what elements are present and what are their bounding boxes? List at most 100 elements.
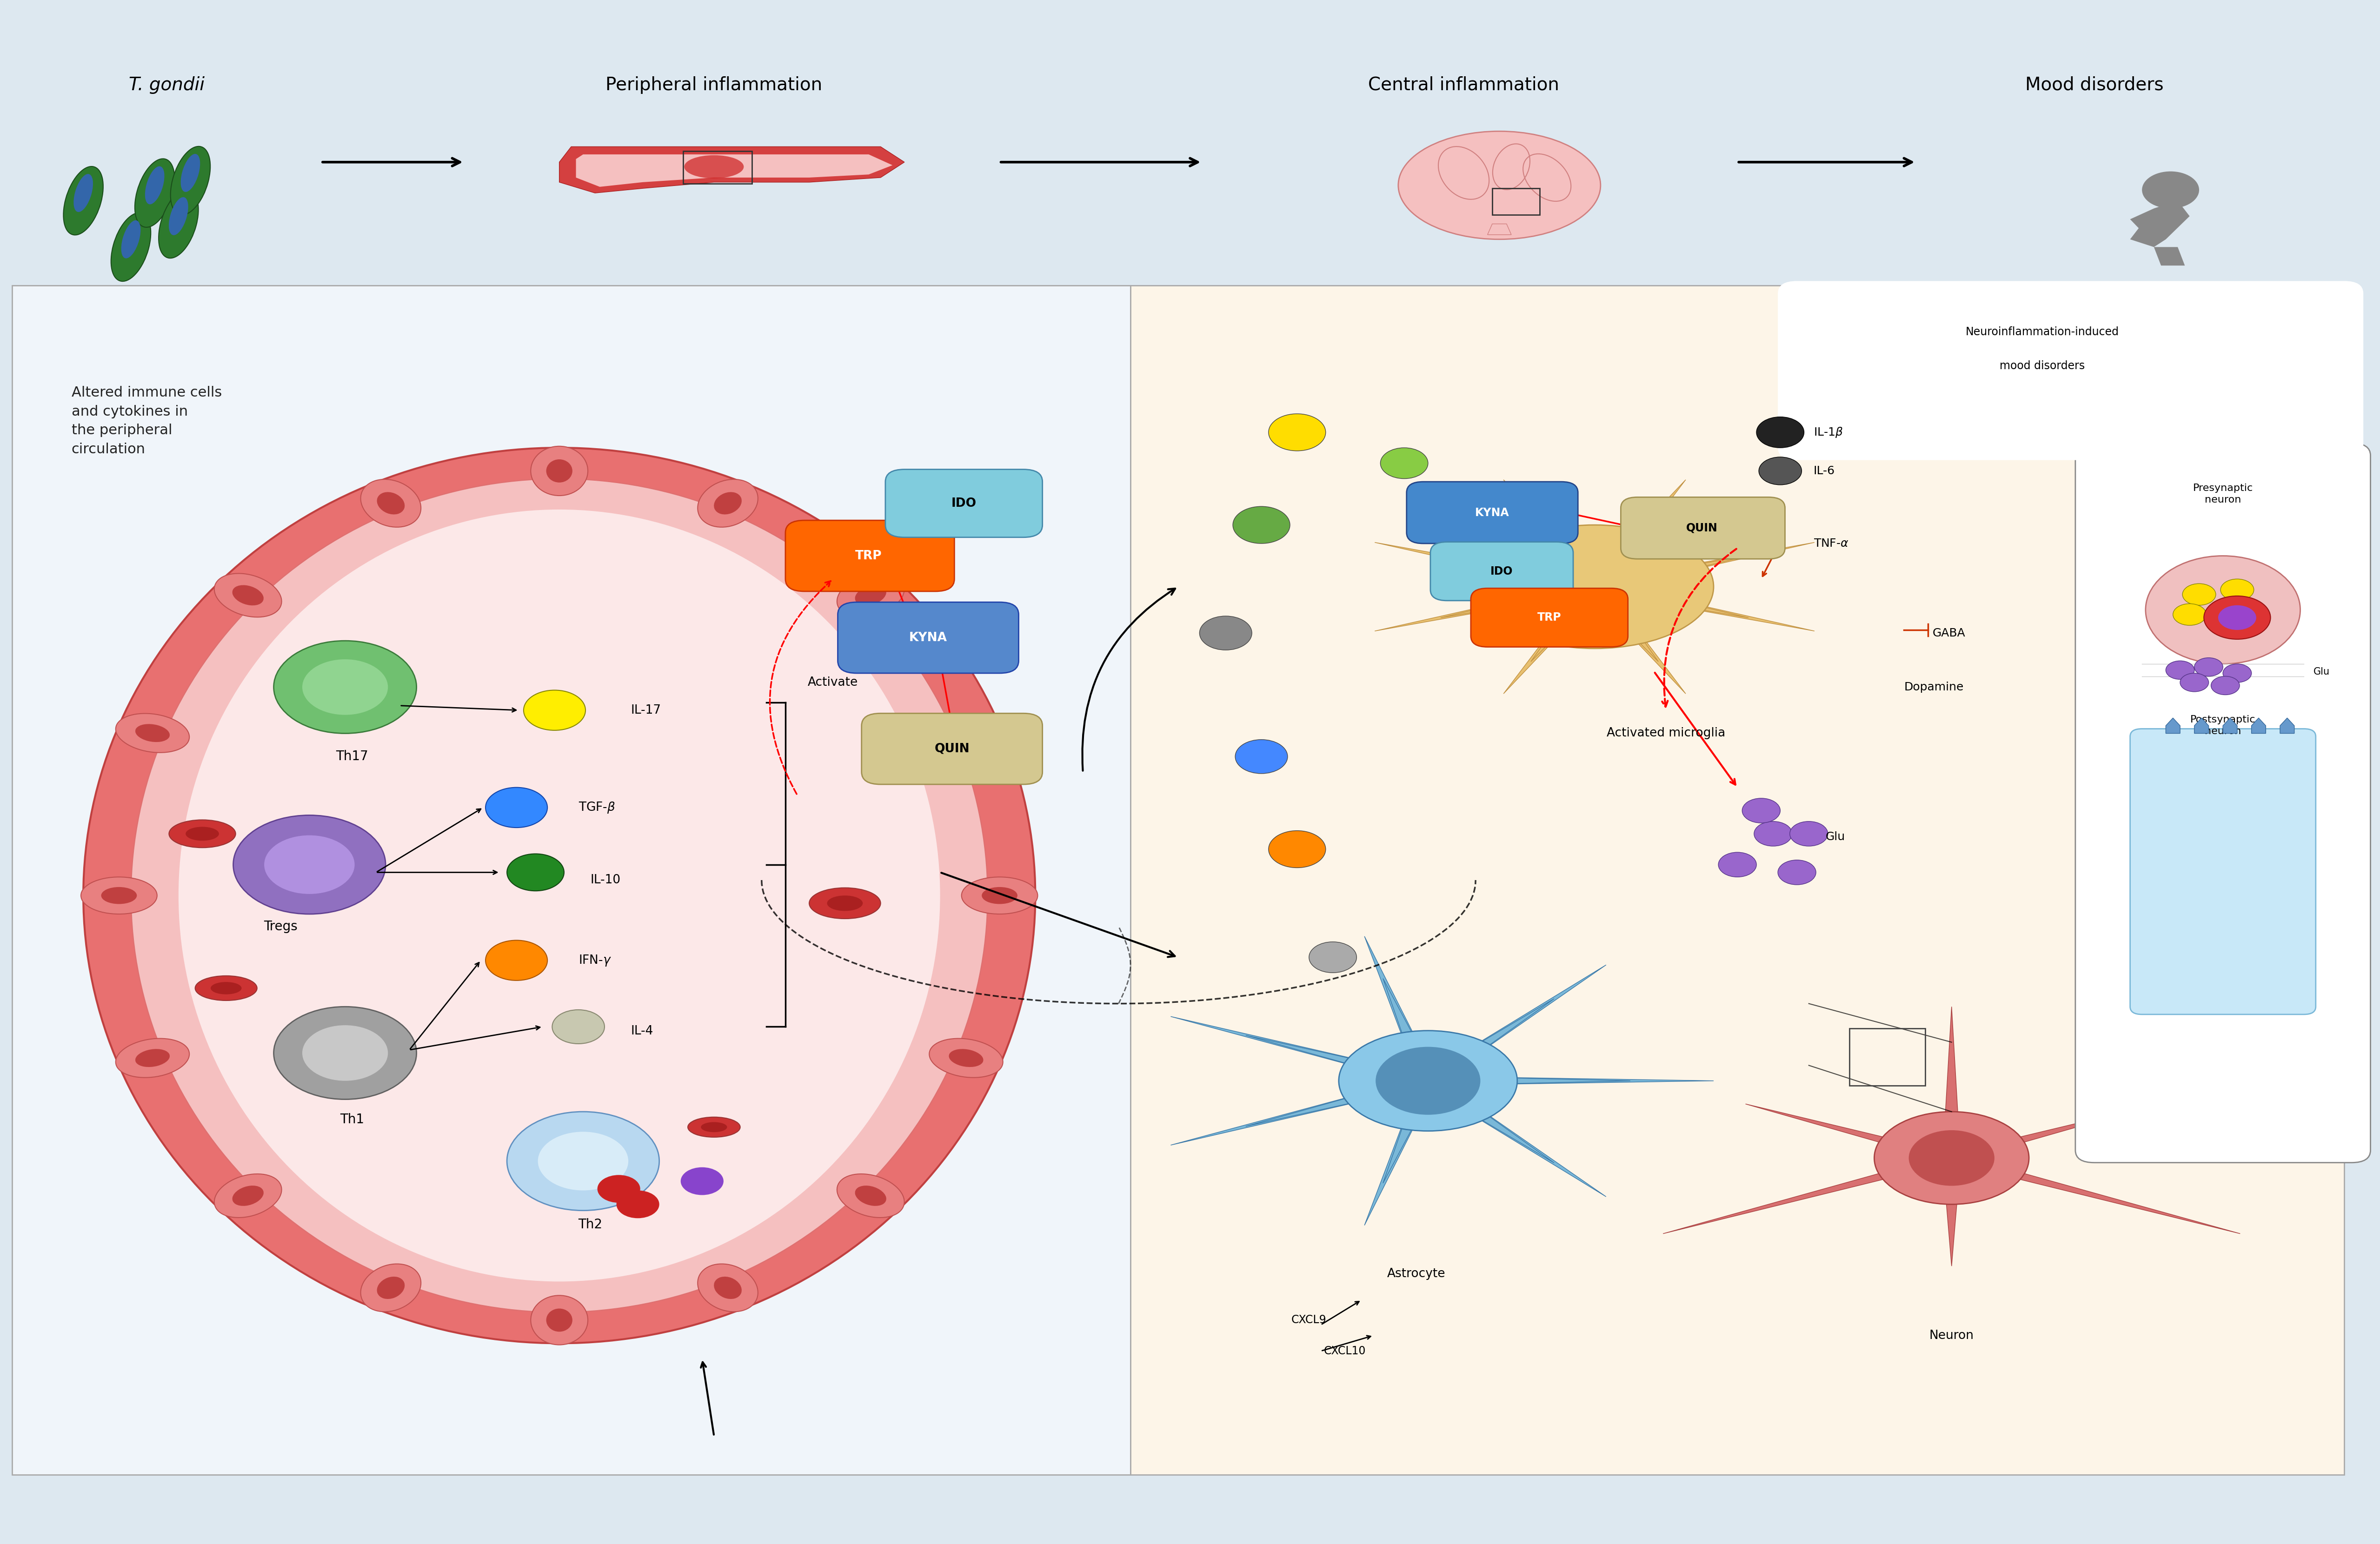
Text: Activated microglia: Activated microglia (1606, 727, 1725, 740)
Text: Neuron: Neuron (1930, 1329, 1973, 1342)
Polygon shape (1504, 480, 1595, 587)
Ellipse shape (181, 154, 200, 191)
Text: Th1: Th1 (340, 1113, 364, 1126)
Circle shape (1909, 1130, 1994, 1186)
Polygon shape (2280, 718, 2294, 733)
Polygon shape (2154, 247, 2185, 266)
Ellipse shape (376, 493, 405, 514)
FancyBboxPatch shape (1471, 588, 1628, 647)
Polygon shape (2194, 718, 2209, 733)
Ellipse shape (809, 888, 881, 919)
Circle shape (2166, 661, 2194, 679)
Polygon shape (2166, 718, 2180, 733)
Ellipse shape (362, 479, 421, 527)
Polygon shape (1595, 556, 1749, 587)
Circle shape (681, 1167, 724, 1195)
Ellipse shape (928, 1039, 1002, 1078)
Polygon shape (2251, 718, 2266, 733)
Text: KYNA: KYNA (1476, 506, 1509, 519)
Polygon shape (1364, 1081, 1430, 1226)
Polygon shape (1383, 1081, 1430, 1183)
Ellipse shape (121, 221, 140, 258)
Text: TRP: TRP (854, 550, 883, 562)
Polygon shape (1595, 511, 1659, 587)
Text: Th17: Th17 (336, 750, 369, 763)
Text: Activate: Activate (807, 676, 859, 689)
Ellipse shape (1338, 1031, 1518, 1130)
Polygon shape (1428, 1081, 1606, 1197)
Text: TRP: TRP (1537, 611, 1561, 624)
Ellipse shape (214, 1173, 281, 1218)
Polygon shape (1440, 556, 1595, 587)
Circle shape (302, 1025, 388, 1081)
Circle shape (2211, 676, 2240, 695)
Text: Presynaptic
neuron: Presynaptic neuron (2192, 483, 2254, 505)
Polygon shape (1428, 1076, 1714, 1085)
Ellipse shape (531, 1295, 588, 1345)
Circle shape (2173, 604, 2206, 625)
Text: CXCL9: CXCL9 (1292, 1314, 1326, 1326)
Circle shape (2142, 171, 2199, 208)
Text: Peripheral inflammation: Peripheral inflammation (605, 76, 823, 94)
Polygon shape (1364, 936, 1430, 1081)
Polygon shape (2130, 201, 2190, 247)
Circle shape (2218, 605, 2256, 630)
Circle shape (302, 659, 388, 715)
Text: Mood disorders: Mood disorders (2025, 76, 2163, 94)
Polygon shape (2223, 718, 2237, 733)
Ellipse shape (950, 1048, 983, 1067)
Ellipse shape (212, 982, 243, 994)
Circle shape (1778, 860, 1816, 885)
Circle shape (538, 1132, 628, 1190)
Circle shape (1309, 942, 1357, 973)
Text: TNF-$\alpha$: TNF-$\alpha$ (1814, 537, 1849, 550)
Polygon shape (1595, 480, 1685, 587)
Text: Neuroinflammation-induced: Neuroinflammation-induced (1966, 326, 2118, 338)
Polygon shape (1530, 587, 1595, 662)
Ellipse shape (131, 479, 988, 1312)
Text: IL-1$\beta$: IL-1$\beta$ (1814, 426, 1842, 438)
Polygon shape (1530, 511, 1595, 587)
FancyBboxPatch shape (885, 469, 1042, 537)
Circle shape (1742, 798, 1780, 823)
Ellipse shape (1476, 525, 1714, 648)
Ellipse shape (171, 147, 209, 215)
FancyBboxPatch shape (2075, 443, 2370, 1163)
Polygon shape (1428, 999, 1554, 1081)
Polygon shape (1595, 587, 1749, 618)
Text: Central inflammation: Central inflammation (1368, 76, 1559, 94)
Ellipse shape (214, 573, 281, 618)
Ellipse shape (838, 573, 904, 618)
Text: IDO: IDO (1490, 565, 1514, 577)
Polygon shape (1376, 587, 1595, 631)
Polygon shape (1504, 587, 1595, 693)
Polygon shape (1428, 965, 1606, 1081)
Text: IDO: IDO (952, 497, 976, 510)
Ellipse shape (83, 448, 1035, 1343)
Circle shape (2221, 579, 2254, 601)
FancyBboxPatch shape (1778, 281, 2363, 460)
Polygon shape (1595, 587, 1685, 693)
Ellipse shape (1873, 1112, 2028, 1204)
Ellipse shape (362, 1265, 421, 1312)
FancyBboxPatch shape (862, 713, 1042, 784)
Polygon shape (1171, 1016, 1428, 1081)
Ellipse shape (928, 713, 1002, 752)
Text: Postsynaptic
neuron: Postsynaptic neuron (2190, 715, 2256, 736)
Circle shape (507, 1112, 659, 1210)
Ellipse shape (685, 156, 743, 178)
Text: IL-4: IL-4 (631, 1025, 652, 1038)
Polygon shape (1245, 1081, 1428, 1127)
Ellipse shape (697, 1265, 757, 1312)
Ellipse shape (828, 896, 862, 911)
Ellipse shape (136, 724, 169, 743)
Text: T. gondii: T. gondii (129, 76, 205, 94)
Circle shape (2182, 584, 2216, 605)
Ellipse shape (117, 713, 190, 752)
Polygon shape (1440, 587, 1595, 618)
Ellipse shape (950, 724, 983, 743)
Polygon shape (1376, 542, 1595, 587)
Text: Altered immune cells
and cytokines in
the peripheral
circulation: Altered immune cells and cytokines in th… (71, 386, 221, 455)
Ellipse shape (1399, 131, 1602, 239)
Ellipse shape (714, 493, 743, 514)
